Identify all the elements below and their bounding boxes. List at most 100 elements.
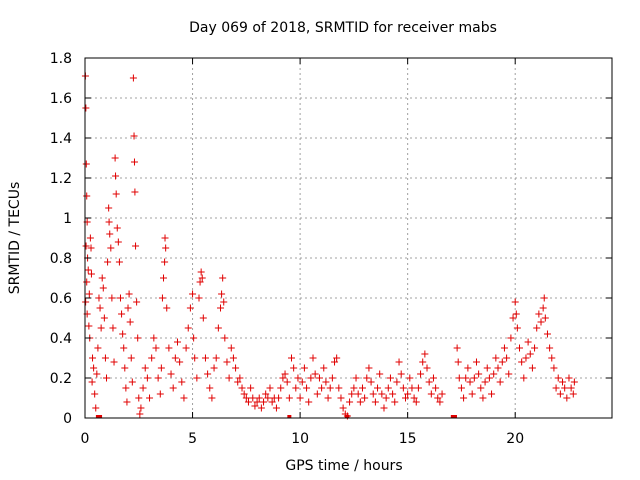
data-point [438, 390, 446, 398]
data-point [268, 398, 276, 406]
y-tick-label: 1 [63, 211, 72, 227]
data-point [339, 404, 347, 412]
data-point [552, 384, 560, 392]
data-point [298, 378, 306, 386]
data-point [522, 354, 530, 362]
data-point [195, 294, 203, 302]
data-point [116, 294, 124, 302]
data-point [318, 384, 326, 392]
data-points [81, 72, 578, 420]
data-point [112, 172, 120, 180]
data-point [498, 358, 506, 366]
data-point [130, 132, 138, 140]
data-point [516, 344, 524, 352]
axis-ticks [84, 57, 612, 419]
data-point [404, 390, 412, 398]
data-point [148, 354, 156, 362]
y-tick-label: 0.2 [50, 371, 72, 387]
data-point [161, 234, 169, 242]
data-point [133, 298, 141, 306]
data-point [103, 374, 111, 382]
data-point [225, 374, 233, 382]
data-point [196, 278, 204, 286]
data-point [492, 354, 500, 362]
data-point [232, 364, 240, 372]
data-point [197, 268, 205, 276]
data-point [294, 374, 302, 382]
data-point [436, 398, 444, 406]
data-point [160, 274, 168, 282]
data-point [101, 354, 109, 362]
data-point [221, 334, 229, 342]
data-point [108, 294, 116, 302]
data-point [477, 384, 485, 392]
data-point [90, 364, 98, 372]
data-point [365, 364, 373, 372]
data-point [412, 398, 420, 406]
data-point [374, 384, 382, 392]
data-point [500, 344, 508, 352]
data-point [109, 324, 117, 332]
x-tick-label: 5 [188, 431, 197, 447]
data-point [99, 284, 107, 292]
data-point [199, 314, 207, 322]
data-point [468, 390, 476, 398]
data-point [307, 374, 315, 382]
data-point [537, 318, 545, 326]
data-point [220, 298, 228, 306]
data-point [371, 398, 379, 406]
data-point [113, 224, 121, 232]
data-point [136, 410, 144, 418]
data-point [434, 394, 442, 402]
data-point [100, 314, 108, 322]
data-point [130, 158, 138, 166]
y-tick-label: 1.8 [50, 51, 72, 67]
data-point [154, 374, 162, 382]
data-point [126, 318, 134, 326]
data-point [127, 354, 135, 362]
data-point [163, 304, 171, 312]
data-point [453, 344, 461, 352]
data-point [399, 384, 407, 392]
data-point [173, 338, 181, 346]
floor-marker [452, 415, 457, 418]
data-point [386, 374, 394, 382]
data-point [406, 374, 414, 382]
data-point [569, 390, 577, 398]
data-point [563, 394, 571, 402]
data-point [97, 324, 105, 332]
data-point [361, 394, 369, 402]
data-point [423, 364, 431, 372]
data-point [85, 290, 93, 298]
data-point [132, 242, 140, 250]
data-point [96, 304, 104, 312]
data-point [162, 244, 170, 252]
y-tick-label: 0.6 [50, 291, 72, 307]
data-point [421, 350, 429, 358]
data-point [485, 374, 493, 382]
data-point [391, 398, 399, 406]
data-point [402, 394, 410, 402]
data-point [397, 370, 405, 378]
data-point [122, 384, 130, 392]
data-point [264, 394, 272, 402]
data-point [84, 266, 92, 274]
data-point [376, 370, 384, 378]
data-point [167, 370, 175, 378]
data-point [242, 394, 250, 402]
data-point [229, 354, 237, 362]
data-point [277, 384, 285, 392]
data-point [219, 274, 227, 282]
data-point [290, 364, 298, 372]
data-point [204, 370, 212, 378]
data-point [135, 394, 143, 402]
data-point [93, 370, 101, 378]
data-point [186, 304, 194, 312]
data-point [98, 274, 106, 282]
data-point [210, 364, 218, 372]
data-point [87, 270, 95, 278]
data-point [92, 404, 100, 412]
data-point [260, 398, 268, 406]
data-point [414, 384, 422, 392]
data-point [161, 258, 169, 266]
